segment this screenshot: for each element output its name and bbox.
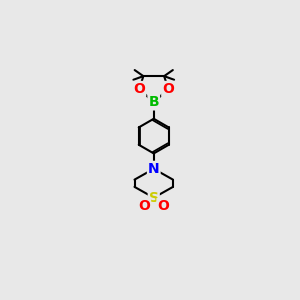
Text: O: O (138, 199, 150, 213)
Text: N: N (148, 162, 160, 176)
Text: O: O (162, 82, 174, 96)
Text: B: B (148, 95, 159, 110)
Text: O: O (134, 82, 145, 96)
Text: O: O (158, 199, 169, 213)
Text: S: S (149, 191, 159, 205)
